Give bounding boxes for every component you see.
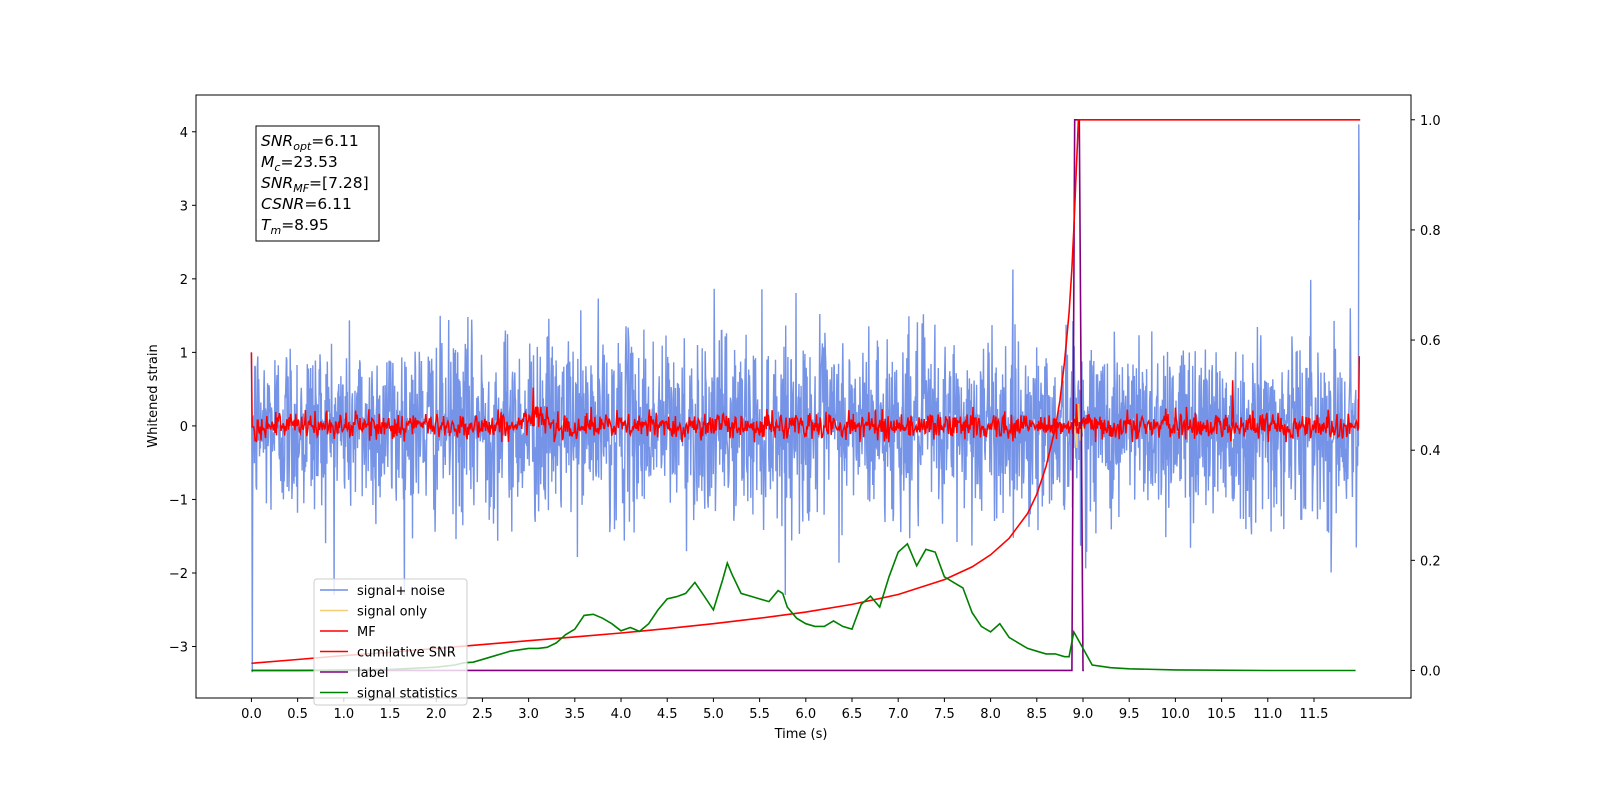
x-tick-label: 3.5	[564, 707, 585, 722]
series-cumulative-snr	[251, 119, 1361, 665]
annotation-line: Mc=23.53	[261, 153, 338, 174]
y-tick-label: −1	[169, 493, 188, 508]
x-tick-label: 4.5	[657, 707, 678, 722]
x-tick-label: 3.0	[518, 707, 539, 722]
mf-peak-1	[1074, 403, 1079, 426]
y-tick-label: −2	[169, 567, 188, 582]
y2-tick-label: 0.6	[1420, 334, 1441, 349]
x-tick-label: 5.5	[749, 707, 770, 722]
x-axis-label: Time (s)	[774, 727, 828, 742]
x-tick-label: 10.5	[1207, 707, 1236, 722]
x-tick-label: 11.5	[1300, 707, 1329, 722]
series-label	[251, 118, 1084, 672]
x-tick-label: 0.0	[241, 707, 262, 722]
y2-tick-label: 0.4	[1420, 444, 1441, 459]
series-signal-statistics	[251, 542, 1356, 672]
mf-peak-2	[1231, 380, 1235, 426]
x-tick-label: 4.0	[611, 707, 632, 722]
x-tick-label: 2.5	[472, 707, 493, 722]
x-tick-label: 7.5	[934, 707, 955, 722]
y-axis-label: Whitened strain	[146, 344, 161, 447]
x-tick-label: 10.0	[1161, 707, 1190, 722]
series-mf	[250, 352, 1361, 443]
mf-peak-0	[531, 387, 535, 426]
x-tick-label: 8.0	[980, 707, 1001, 722]
legend-label: MF	[357, 625, 376, 640]
y-tick-label: 4	[180, 126, 188, 141]
x-tick-label: 7.0	[888, 707, 909, 722]
legend-box	[313, 578, 468, 706]
y2-tick-label: 0.0	[1420, 664, 1441, 679]
annotation-line: CSNR=6.11	[261, 195, 352, 213]
y2-tick-label: 1.0	[1420, 114, 1441, 129]
legend-label: label	[357, 666, 388, 681]
x-tick-label: 1.0	[333, 707, 354, 722]
y2-tick-label: 0.8	[1420, 224, 1441, 239]
x-tick-label: 8.5	[1026, 707, 1047, 722]
x-tick-label: 1.5	[380, 707, 401, 722]
annotation-line: SNRMF=[7.28]	[261, 174, 369, 195]
series-signal-noise	[250, 124, 1360, 673]
x-tick-label: 5.0	[703, 707, 724, 722]
y-tick-label: 3	[180, 199, 188, 214]
y-tick-label: 2	[180, 273, 188, 288]
annotation-line: Tm=8.95	[261, 216, 329, 237]
x-tick-label: 2.0	[426, 707, 447, 722]
legend-label: signal only	[357, 605, 427, 620]
x-tick-label: 6.0	[795, 707, 816, 722]
y-tick-label: 1	[180, 346, 188, 361]
legend-label: cumilative SNR	[357, 646, 456, 661]
y-tick-label: −3	[169, 641, 188, 656]
x-tick-label: 6.5	[842, 707, 863, 722]
y-tick-label: 0	[180, 420, 188, 435]
plot-frame	[195, 94, 1412, 699]
x-tick-label: 0.5	[287, 707, 308, 722]
y2-tick-label: 0.2	[1420, 554, 1441, 569]
x-tick-label: 9.5	[1119, 707, 1140, 722]
annotation-line: SNRopt=6.11	[261, 132, 359, 153]
x-tick-label: 9.0	[1073, 707, 1094, 722]
x-tick-label: 11.0	[1253, 707, 1282, 722]
legend-label: signal+ noise	[357, 584, 445, 599]
legend-label: signal statistics	[357, 687, 458, 702]
annotation-box	[255, 125, 380, 242]
